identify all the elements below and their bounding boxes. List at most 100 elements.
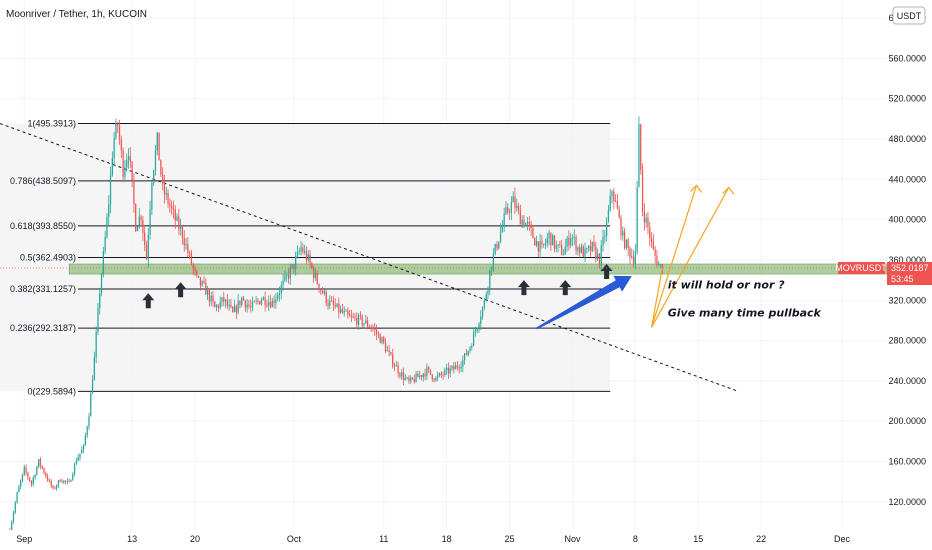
candle-body xyxy=(577,247,579,251)
candle-body xyxy=(129,156,131,162)
price-tag-value: 352.0187 xyxy=(891,263,929,273)
candle-body xyxy=(286,275,288,276)
candle-body xyxy=(54,487,56,489)
candle-body xyxy=(269,302,272,308)
x-tick-label: Nov xyxy=(564,534,581,544)
up-arrow-icon xyxy=(142,293,155,309)
candle-body xyxy=(86,426,88,436)
candle-body xyxy=(169,203,171,207)
price-tag-countdown: 53:45 xyxy=(891,274,914,284)
candle-body xyxy=(16,492,18,503)
x-tick-label: 8 xyxy=(633,534,638,544)
candle-body xyxy=(201,281,203,286)
candle-body xyxy=(113,137,115,159)
candle-body xyxy=(210,295,212,302)
candle-body xyxy=(530,224,532,229)
candle-body xyxy=(408,377,410,382)
candle-body xyxy=(266,305,268,307)
candle-body xyxy=(251,301,254,308)
candle-body xyxy=(640,124,642,170)
candle-body xyxy=(298,251,300,253)
candle-body xyxy=(638,124,640,188)
x-tick-label: 15 xyxy=(693,534,703,544)
candle-body xyxy=(190,253,193,265)
candle-body xyxy=(474,330,477,333)
candle-body xyxy=(183,237,185,246)
candle-body xyxy=(91,380,94,394)
candle-body xyxy=(313,267,315,278)
y-tick-label: 440.0000 xyxy=(888,174,926,184)
candle-body xyxy=(426,367,428,377)
candle-body xyxy=(620,217,622,236)
candle-body xyxy=(508,212,511,214)
candle-body xyxy=(50,480,52,487)
candle-body xyxy=(239,300,241,305)
candle-body xyxy=(411,377,414,380)
candle-body xyxy=(433,379,435,381)
candle-body xyxy=(330,300,333,302)
candle-body xyxy=(528,221,530,225)
candle-body xyxy=(75,460,78,465)
candle-body xyxy=(138,216,140,227)
candle-body xyxy=(323,291,326,294)
fib-level-label: 0.786(438.5097) xyxy=(10,176,76,186)
time-axis[interactable] xyxy=(0,530,932,550)
candle-body xyxy=(280,285,282,294)
candle-body xyxy=(539,241,541,252)
candle-body xyxy=(295,256,297,269)
candle-body xyxy=(566,237,568,247)
x-tick-label: Sep xyxy=(16,534,32,544)
candle-body xyxy=(192,264,194,268)
price-tag[interactable] xyxy=(887,262,932,286)
candle-body xyxy=(623,231,626,249)
candle-body xyxy=(11,521,13,532)
candle-body xyxy=(359,315,362,316)
candle-body xyxy=(63,480,65,483)
support-zone[interactable] xyxy=(68,263,888,275)
projection-path xyxy=(651,187,730,328)
candle-body xyxy=(499,231,502,242)
candle-body xyxy=(406,377,408,379)
candle-body xyxy=(417,373,419,378)
symbol-tag[interactable] xyxy=(838,262,885,275)
candle-body xyxy=(339,309,342,313)
candle-body xyxy=(282,280,284,286)
candle-body xyxy=(350,316,353,318)
candle-body xyxy=(255,300,257,302)
candle-body xyxy=(384,342,387,352)
candle-body xyxy=(602,236,604,246)
candle-body xyxy=(296,251,299,257)
candle-body xyxy=(424,373,426,377)
candle-body xyxy=(268,302,270,306)
candle-body xyxy=(221,297,223,303)
candle-body xyxy=(208,290,211,302)
candle-body xyxy=(73,464,76,475)
candle-body xyxy=(181,226,184,238)
y-tick-label: 360.0000 xyxy=(888,255,926,265)
candle-body xyxy=(336,303,338,307)
candle-body xyxy=(127,156,130,161)
candle-body xyxy=(242,297,245,301)
candle-body xyxy=(253,301,255,303)
candle-body xyxy=(471,345,473,348)
candle-body xyxy=(117,123,119,126)
trendline[interactable] xyxy=(0,123,738,392)
candle-body xyxy=(77,457,79,461)
currency-badge[interactable] xyxy=(892,6,926,25)
candle-body xyxy=(52,486,54,488)
candle-body xyxy=(415,373,417,382)
candle-body xyxy=(171,206,173,209)
candle-body xyxy=(512,196,514,203)
candle-body xyxy=(57,480,60,486)
candle-body xyxy=(629,248,631,258)
candle-body xyxy=(625,239,628,249)
candle-body xyxy=(257,300,259,302)
candle-body xyxy=(293,264,295,269)
x-tick-label: 18 xyxy=(442,534,452,544)
candle-body xyxy=(363,323,365,325)
candle-body xyxy=(517,206,520,210)
candle-body xyxy=(557,244,559,246)
candle-body xyxy=(196,270,198,276)
candle-body xyxy=(496,244,498,249)
